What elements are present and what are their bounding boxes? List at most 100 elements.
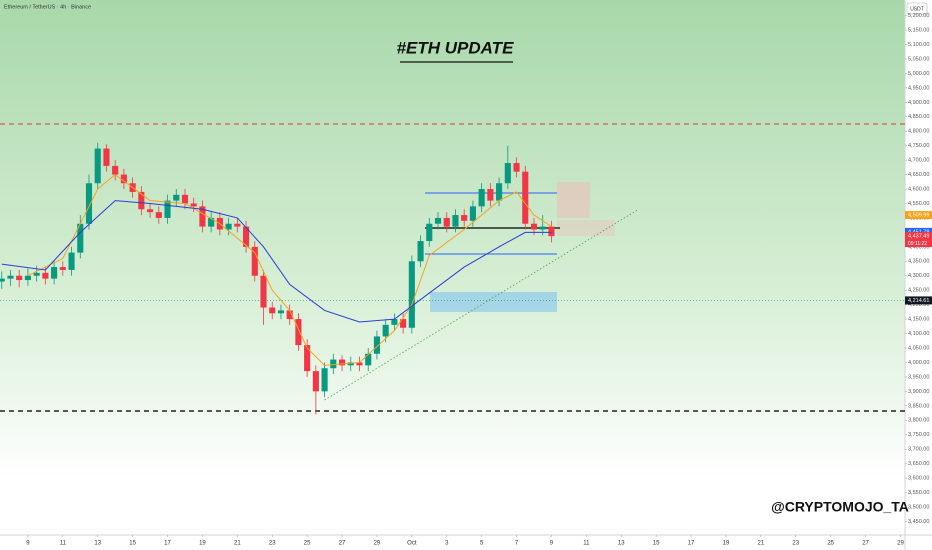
x-tick-label: Oct [407,541,417,547]
candle-body [539,226,546,230]
candle-body [391,319,398,325]
x-tick-label: 19 [723,541,730,547]
y-tick-label: 5,200.00 [908,13,929,19]
candle-body [443,217,450,227]
x-tick-label: 15 [129,541,136,547]
candle-body [199,206,206,227]
moving-average [27,173,552,366]
price-tag [905,231,932,240]
candle-body [382,324,389,337]
candle-body [120,174,127,184]
y-tick-label: 3,950.00 [908,374,929,380]
x-tick-label: 21 [234,541,241,547]
y-tick-label: 4,100.00 [908,331,929,337]
timer-label: 09:11:22 [908,241,927,247]
candle-body [365,353,372,366]
candle-body [356,362,363,366]
candle-body [59,267,66,270]
candle-body [321,368,328,392]
demand-zone [430,292,557,312]
candle-body [234,223,241,227]
candle-body [94,148,101,184]
candle-body [487,189,494,201]
candle-body [469,206,476,221]
candle-body [85,183,93,224]
price-tag-label: 4,214.61 [908,298,929,304]
y-tick-label: 4,900.00 [908,100,929,106]
x-tick-label: 3 [445,541,449,547]
candle-body [434,217,442,224]
y-tick-label: 5,050.00 [908,56,929,62]
x-tick-label: 13 [618,541,625,547]
candle-body [164,200,171,218]
candle-body [452,215,459,227]
candle-body [208,217,215,227]
x-tick-label: 15 [653,541,660,547]
y-tick-label: 5,150.00 [908,28,929,34]
candle-body [269,307,276,314]
candle-body [338,359,346,366]
x-tick-label: 7 [515,541,519,547]
x-tick-label: 27 [862,541,869,547]
y-tick-label: 4,700.00 [908,158,929,164]
candle-body [7,275,14,279]
y-tick-label: 4,050.00 [908,345,929,351]
x-tick-label: 29 [374,541,381,547]
timer-tag [905,239,932,247]
candle-body [522,171,529,224]
candle-body [373,336,380,354]
candle-body [400,319,407,328]
x-tick-label: 23 [269,541,276,547]
candle-body [243,226,250,247]
y-tick-label: 4,750.00 [908,143,929,149]
supply-zone [557,220,615,236]
price-axis-panel [905,0,932,550]
candle-body [68,252,75,270]
currency-box [906,2,928,15]
x-tick-label: 11 [60,541,67,547]
y-tick-label: 3,550.00 [908,490,929,496]
y-tick-label: 4,600.00 [908,186,929,192]
x-tick-label: 5 [480,541,484,547]
candle-body [426,223,433,242]
y-tick-label: 4,850.00 [908,114,929,120]
price-tag [905,227,932,236]
candle-body [417,241,424,262]
y-tick-label: 4,200.00 [908,302,929,308]
y-tick-label: 5,000.00 [908,71,929,77]
candle-body [51,267,58,279]
candle-body [504,163,511,184]
candle-body [77,223,84,253]
candle-body [330,359,337,369]
x-tick-label: 29 [897,541,904,547]
candle-body [155,212,162,218]
candle-body [496,183,503,201]
y-tick-label: 4,350.00 [908,259,929,265]
candle-body [0,278,5,282]
candle-body [461,215,468,221]
candle-body [24,275,31,281]
y-tick-label: 3,900.00 [908,389,929,395]
y-tick-label: 3,700.00 [908,447,929,453]
chart-title: #ETH UPDATE [397,38,514,57]
candle-body [16,275,23,281]
candle-body [347,362,354,366]
x-tick-label: 9 [550,541,554,547]
y-tick-label: 3,800.00 [908,418,929,424]
candle-body [173,194,180,201]
plot-background [0,0,905,535]
y-tick-label: 4,000.00 [908,360,929,366]
y-tick-label: 3,450.00 [908,519,929,525]
x-tick-label: 23 [792,541,799,547]
candle-body [181,194,189,204]
candle-body [513,163,520,172]
x-tick-label: 27 [339,541,346,547]
y-tick-label: 3,500.00 [908,504,929,510]
y-tick-label: 3,650.00 [908,461,929,467]
price-tag [905,296,932,305]
y-tick-label: 3,850.00 [908,403,929,409]
y-tick-label: 4,950.00 [908,85,929,91]
candle-body [251,246,258,276]
y-tick-label: 4,300.00 [908,273,929,279]
